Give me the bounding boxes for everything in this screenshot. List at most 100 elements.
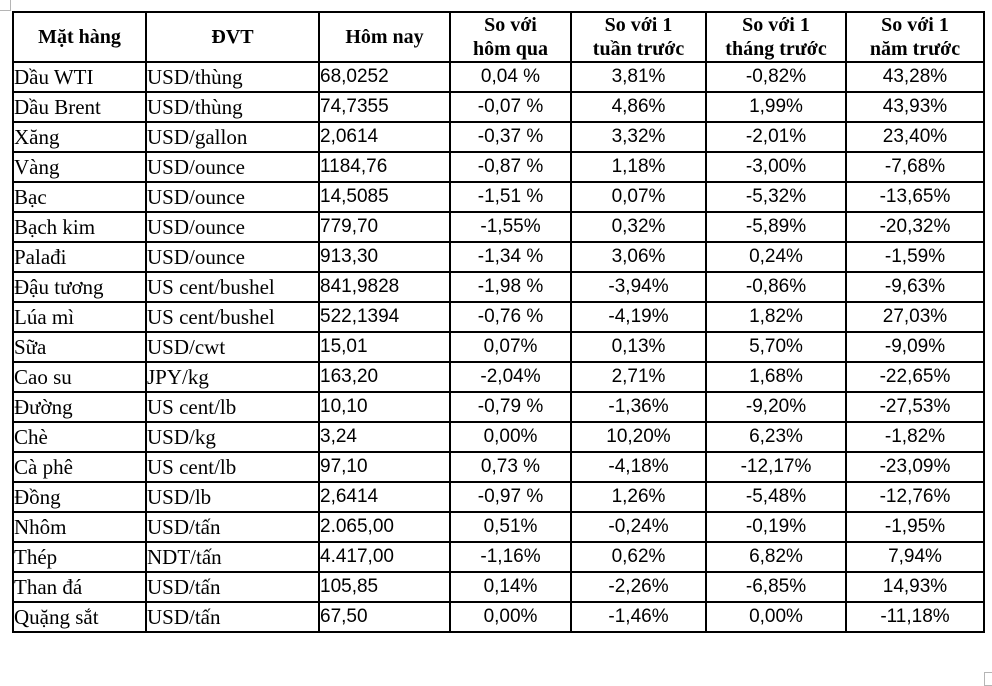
header-row: Mặt hàng ĐVT Hôm nay So với hôm qua So v… xyxy=(12,11,985,63)
cell-unit: NDT/tấn xyxy=(145,541,320,573)
cell-vs-week-ago: 1,26% xyxy=(570,481,707,513)
table-row: Sữa USD/cwt 15,01 0,07% 0,13% 5,70% -9,0… xyxy=(12,331,985,363)
cell-unit: USD/cwt xyxy=(145,331,320,363)
cell-vs-year-ago: -20,32% xyxy=(845,211,985,243)
cell-today: 841,9828 xyxy=(318,271,451,303)
cell-commodity: Dầu WTI xyxy=(12,61,147,93)
cell-vs-month-ago: -12,17% xyxy=(705,451,847,483)
cell-vs-year-ago: 43,93% xyxy=(845,91,985,123)
cell-vs-year-ago: -7,68% xyxy=(845,151,985,183)
cell-today: 68,0252 xyxy=(318,61,451,93)
cell-vs-week-ago: -2,26% xyxy=(570,571,707,603)
cell-vs-month-ago: -5,32% xyxy=(705,181,847,213)
cell-unit: USD/tấn xyxy=(145,601,320,633)
cell-commodity: Dầu Brent xyxy=(12,91,147,123)
cell-today: 97,10 xyxy=(318,451,451,483)
cell-vs-month-ago: 1,68% xyxy=(705,361,847,393)
cell-vs-yesterday: -0,76 % xyxy=(449,301,572,333)
cell-vs-month-ago: -0,82% xyxy=(705,61,847,93)
cell-vs-year-ago: -13,65% xyxy=(845,181,985,213)
table-row: Than đá USD/tấn 105,85 0,14% -2,26% -6,8… xyxy=(12,571,985,603)
cell-vs-yesterday: 0,51% xyxy=(449,511,572,543)
table-move-handle[interactable] xyxy=(0,0,11,11)
table-row: Đồng USD/lb 2,6414 -0,97 % 1,26% -5,48% … xyxy=(12,481,985,513)
cell-unit: US cent/lb xyxy=(145,391,320,423)
cell-vs-week-ago: 0,07% xyxy=(570,181,707,213)
cell-commodity: Cao su xyxy=(12,361,147,393)
cell-unit: USD/tấn xyxy=(145,511,320,543)
cell-vs-month-ago: 0,24% xyxy=(705,241,847,273)
cell-vs-month-ago: -0,19% xyxy=(705,511,847,543)
cell-today: 522,1394 xyxy=(318,301,451,333)
commodity-price-table-container: Mặt hàng ĐVT Hôm nay So với hôm qua So v… xyxy=(12,11,985,633)
table-row: Nhôm USD/tấn 2.065,00 0,51% -0,24% -0,19… xyxy=(12,511,985,543)
cell-vs-month-ago: -9,20% xyxy=(705,391,847,423)
cell-vs-year-ago: 14,93% xyxy=(845,571,985,603)
cell-vs-yesterday: 0,00% xyxy=(449,421,572,453)
cell-vs-week-ago: 2,71% xyxy=(570,361,707,393)
cell-vs-week-ago: 0,32% xyxy=(570,211,707,243)
cell-today: 15,01 xyxy=(318,331,451,363)
column-header-vs-week-ago: So với 1 tuần trước xyxy=(570,11,707,63)
cell-vs-week-ago: 10,20% xyxy=(570,421,707,453)
cell-today: 3,24 xyxy=(318,421,451,453)
cell-vs-week-ago: 0,62% xyxy=(570,541,707,573)
table-row: Xăng USD/gallon 2,0614 -0,37 % 3,32% -2,… xyxy=(12,121,985,153)
cell-vs-week-ago: -4,19% xyxy=(570,301,707,333)
column-header-vs-month-ago: So với 1 tháng trước xyxy=(705,11,847,63)
cell-unit: USD/ounce xyxy=(145,181,320,213)
cell-vs-month-ago: 6,23% xyxy=(705,421,847,453)
cell-unit: US cent/bushel xyxy=(145,301,320,333)
cell-vs-yesterday: 0,00% xyxy=(449,601,572,633)
table-row: Bạch kim USD/ounce 779,70 -1,55% 0,32% -… xyxy=(12,211,985,243)
cell-vs-yesterday: -0,07 % xyxy=(449,91,572,123)
cell-vs-month-ago: 5,70% xyxy=(705,331,847,363)
cell-commodity: Đường xyxy=(12,391,147,423)
cell-today: 1184,76 xyxy=(318,151,451,183)
cell-commodity: Nhôm xyxy=(12,511,147,543)
cell-vs-year-ago: -9,63% xyxy=(845,271,985,303)
cell-today: 779,70 xyxy=(318,211,451,243)
cell-vs-year-ago: 7,94% xyxy=(845,541,985,573)
cell-commodity: Quặng sắt xyxy=(12,601,147,633)
cell-vs-year-ago: -1,82% xyxy=(845,421,985,453)
cell-vs-week-ago: 4,86% xyxy=(570,91,707,123)
cell-vs-year-ago: -11,18% xyxy=(845,601,985,633)
table-row: Đường US cent/lb 10,10 -0,79 % -1,36% -9… xyxy=(12,391,985,423)
cell-vs-yesterday: -0,37 % xyxy=(449,121,572,153)
cell-commodity: Cà phê xyxy=(12,451,147,483)
cell-vs-month-ago: -2,01% xyxy=(705,121,847,153)
cell-vs-month-ago: -3,00% xyxy=(705,151,847,183)
cell-vs-year-ago: -27,53% xyxy=(845,391,985,423)
table-row: Palađi USD/ounce 913,30 -1,34 % 3,06% 0,… xyxy=(12,241,985,273)
column-header-unit: ĐVT xyxy=(145,11,320,63)
cell-vs-year-ago: 23,40% xyxy=(845,121,985,153)
commodity-price-table: Mặt hàng ĐVT Hôm nay So với hôm qua So v… xyxy=(12,11,985,633)
table-row: Chè USD/kg 3,24 0,00% 10,20% 6,23% -1,82… xyxy=(12,421,985,453)
cell-commodity: Thép xyxy=(12,541,147,573)
cell-vs-yesterday: -1,55% xyxy=(449,211,572,243)
cell-vs-week-ago: 1,18% xyxy=(570,151,707,183)
cell-unit: USD/ounce xyxy=(145,211,320,243)
cell-vs-yesterday: 0,14% xyxy=(449,571,572,603)
cell-commodity: Xăng xyxy=(12,121,147,153)
cell-vs-year-ago: -9,09% xyxy=(845,331,985,363)
cell-vs-yesterday: -1,34 % xyxy=(449,241,572,273)
table-row: Cao su JPY/kg 163,20 -2,04% 2,71% 1,68% … xyxy=(12,361,985,393)
cell-vs-yesterday: -0,87 % xyxy=(449,151,572,183)
table-row: Bạc USD/ounce 14,5085 -1,51 % 0,07% -5,3… xyxy=(12,181,985,213)
table-header: Mặt hàng ĐVT Hôm nay So với hôm qua So v… xyxy=(12,11,985,63)
cell-vs-year-ago: -22,65% xyxy=(845,361,985,393)
column-header-vs-year-ago: So với 1 năm trước xyxy=(845,11,985,63)
cell-vs-week-ago: -1,46% xyxy=(570,601,707,633)
cell-vs-year-ago: -1,59% xyxy=(845,241,985,273)
cell-today: 4.417,00 xyxy=(318,541,451,573)
cell-unit: US cent/bushel xyxy=(145,271,320,303)
cell-unit: USD/lb xyxy=(145,481,320,513)
table-row: Quặng sắt USD/tấn 67,50 0,00% -1,46% 0,0… xyxy=(12,601,985,633)
cell-vs-year-ago: 27,03% xyxy=(845,301,985,333)
cell-commodity: Bạch kim xyxy=(12,211,147,243)
cell-today: 10,10 xyxy=(318,391,451,423)
cell-unit: JPY/kg xyxy=(145,361,320,393)
